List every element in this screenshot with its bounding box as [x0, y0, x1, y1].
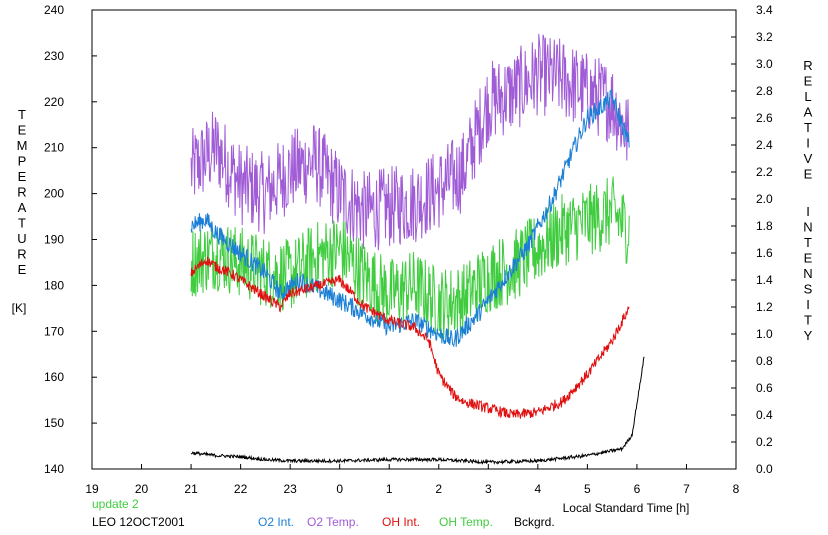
left-tick-label: 140	[44, 462, 64, 476]
right-axis-title-letter: N	[803, 266, 812, 281]
legend: O2 Int. O2 Temp. OH Int. OH Temp. Bckgrd.	[258, 515, 555, 529]
x-tick-label: 1	[386, 482, 393, 496]
right-tick-label: 1.0	[756, 327, 773, 341]
right-axis-title-letter: T	[804, 313, 812, 328]
left-tick-label: 180	[44, 278, 64, 292]
right-tick-label: 0.4	[756, 408, 773, 422]
right-axis-title-letter: E	[804, 167, 813, 182]
right-axis-title-letter: T	[804, 235, 812, 250]
x-tick-label: 8	[733, 482, 740, 496]
right-tick-label: 2.0	[756, 192, 773, 206]
left-tick-label: 230	[44, 49, 64, 63]
right-tick-label: 1.6	[756, 246, 773, 260]
right-tick-label: 3.0	[756, 57, 773, 71]
right-axis-title-letter: L	[804, 89, 811, 104]
left-tick-label: 210	[44, 141, 64, 155]
left-axis-title-letter: U	[17, 231, 26, 246]
right-tick-label: 0.2	[756, 435, 773, 449]
series-line-o2-int	[190, 88, 630, 348]
left-axis-title-letter: R	[17, 247, 26, 262]
right-axis-title-letter: R	[803, 58, 812, 73]
series-line-o2-temp	[190, 33, 630, 251]
left-axis-title-letter: R	[17, 185, 26, 200]
x-axis-ticks: 19 20 21 22 23 0 1 2 3 4 5 6 7 8	[85, 464, 740, 496]
series-line-bckgrd	[190, 356, 645, 465]
x-tick-label: 22	[234, 482, 248, 496]
x-tick-label: 19	[85, 482, 99, 496]
right-tick-label: 3.4	[756, 3, 773, 17]
x-tick-label: 4	[535, 482, 542, 496]
legend-entry: OH Int.	[382, 515, 420, 529]
x-tick-label: 7	[683, 482, 690, 496]
x-tick-label: 23	[283, 482, 297, 496]
right-tick-label: 0.8	[756, 354, 773, 368]
legend-entry: OH Temp.	[439, 515, 493, 529]
x-axis-label: Local Standard Time [h]	[563, 501, 690, 515]
x-tick-label: 5	[584, 482, 591, 496]
series-line-oh-temp	[190, 176, 630, 340]
x-tick-label: 2	[435, 482, 442, 496]
x-tick-label: 21	[184, 482, 198, 496]
left-axis-title-letter: T	[18, 216, 26, 231]
legend-entry: O2 Int.	[258, 515, 294, 529]
plot-area	[91, 9, 737, 470]
right-axis-title-letter: T	[804, 120, 812, 135]
status-text: update 2	[92, 497, 139, 511]
x-tick-label: 3	[485, 482, 492, 496]
left-tick-label: 220	[44, 95, 64, 109]
right-tick-label: 0.6	[756, 381, 773, 395]
right-axis-title-letter: Y	[804, 328, 813, 343]
right-axis-title-letter: I	[806, 136, 810, 151]
right-axis-ticks: 0.0 0.2 0.4 0.6 0.8 1.0 1.2 1.4 1.6 1.8 2.0 2.2 2.4 2…	[731, 3, 773, 476]
right-axis-title-letter: I	[806, 297, 810, 312]
left-axis-title-letter: E	[18, 169, 27, 184]
left-axis-title-letter: A	[18, 200, 27, 215]
legend-entry: O2 Temp.	[307, 515, 359, 529]
series-line-oh-int	[190, 256, 630, 419]
x-tick-label: 6	[634, 482, 641, 496]
left-tick-label: 200	[44, 187, 64, 201]
legend-entry: Bckgrd.	[514, 515, 555, 529]
right-tick-label: 0.0	[756, 462, 773, 476]
right-axis-title-letter: A	[804, 105, 813, 120]
left-tick-label: 240	[44, 3, 64, 17]
right-axis-title-letter: E	[804, 251, 813, 266]
series-layer	[190, 33, 645, 465]
right-tick-label: 2.2	[756, 165, 773, 179]
left-axis-title-letter: E	[18, 262, 27, 277]
left-axis-title-letter: T	[18, 107, 26, 122]
right-axis-title-letter: S	[804, 282, 813, 297]
x-tick-label: 20	[135, 482, 149, 496]
left-tick-label: 190	[44, 233, 64, 247]
right-tick-label: 1.8	[756, 219, 773, 233]
station-label: LEO 12OCT2001	[92, 515, 185, 529]
left-axis-title-letter: P	[18, 154, 27, 169]
left-tick-label: 160	[44, 370, 64, 384]
left-axis-title-letter: E	[18, 123, 27, 138]
right-tick-label: 3.2	[756, 30, 773, 44]
left-axis-unit: [K]	[12, 301, 27, 315]
right-tick-label: 1.4	[756, 273, 773, 287]
right-axis-title-letter: I	[806, 204, 810, 219]
left-tick-label: 170	[44, 324, 64, 338]
right-tick-label: 2.6	[756, 111, 773, 125]
left-tick-label: 150	[44, 416, 64, 430]
right-axis-title-letter: N	[803, 220, 812, 235]
right-axis-title-letter: V	[804, 151, 813, 166]
right-axis-title-letter: E	[804, 74, 813, 89]
right-tick-label: 2.8	[756, 84, 773, 98]
left-axis-ticks: 140 150 160 170 180 190 200 210 220 230 240	[44, 3, 97, 476]
right-tick-label: 2.4	[756, 138, 773, 152]
left-axis-title-letter: M	[17, 138, 28, 153]
x-tick-label: 0	[336, 482, 343, 496]
right-tick-label: 1.2	[756, 300, 773, 314]
